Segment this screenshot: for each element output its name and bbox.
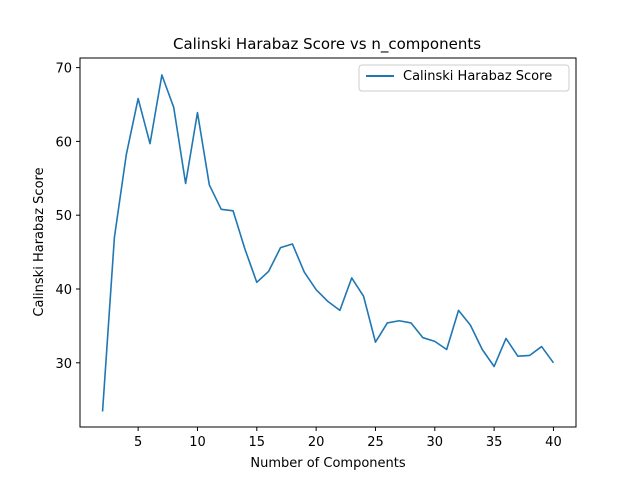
legend-label: Calinski Harabaz Score — [403, 69, 552, 84]
x-tick-label: 40 — [545, 435, 562, 450]
series-layer — [101, 74, 555, 412]
y-axis-label: Calinski Harabaz Score — [32, 167, 47, 316]
x-tick-label: 5 — [134, 435, 142, 450]
x-tick-label: 10 — [189, 435, 206, 450]
x-tick-label: 30 — [427, 435, 444, 450]
series-line — [101, 74, 555, 412]
x-tick-label: 20 — [308, 435, 325, 450]
y-tick-label: 70 — [55, 62, 72, 77]
y-tick-label: 30 — [55, 357, 72, 372]
y-tick-label: 40 — [55, 283, 72, 298]
legend: Calinski Harabaz Score — [358, 64, 570, 92]
x-tick-label: 35 — [486, 435, 503, 450]
legend-box — [358, 64, 570, 92]
chart-title: Calinski Harabaz Score vs n_components — [173, 35, 481, 54]
x-axis-label: Number of Components — [250, 456, 405, 471]
plot-area — [79, 57, 577, 428]
y-tick-label: 50 — [55, 209, 72, 224]
x-tick-label: 15 — [249, 435, 266, 450]
x-tick-label: 25 — [367, 435, 384, 450]
y-tick-label: 60 — [55, 135, 72, 150]
y-axis: 30 40 50 60 70 — [55, 62, 80, 372]
x-axis: 5 10 15 20 25 30 35 40 — [134, 427, 562, 450]
